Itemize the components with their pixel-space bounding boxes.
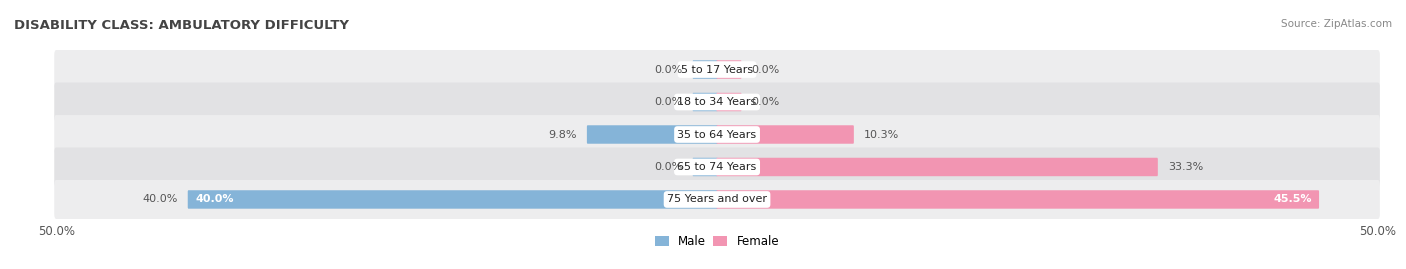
Text: 5 to 17 Years: 5 to 17 Years <box>681 65 754 75</box>
Text: 0.0%: 0.0% <box>654 65 683 75</box>
Text: 40.0%: 40.0% <box>142 194 177 204</box>
Text: 33.3%: 33.3% <box>1168 162 1204 172</box>
Legend: Male, Female: Male, Female <box>650 230 785 253</box>
FancyBboxPatch shape <box>717 190 1319 209</box>
FancyBboxPatch shape <box>717 60 741 79</box>
Text: 40.0%: 40.0% <box>195 194 233 204</box>
FancyBboxPatch shape <box>55 147 1379 186</box>
FancyBboxPatch shape <box>188 190 717 209</box>
Text: 0.0%: 0.0% <box>654 97 683 107</box>
Text: 0.0%: 0.0% <box>751 97 780 107</box>
Text: 65 to 74 Years: 65 to 74 Years <box>678 162 756 172</box>
Text: DISABILITY CLASS: AMBULATORY DIFFICULTY: DISABILITY CLASS: AMBULATORY DIFFICULTY <box>14 19 349 32</box>
FancyBboxPatch shape <box>717 93 741 111</box>
FancyBboxPatch shape <box>693 158 717 176</box>
Text: 0.0%: 0.0% <box>751 65 780 75</box>
FancyBboxPatch shape <box>55 83 1379 122</box>
FancyBboxPatch shape <box>717 125 853 144</box>
FancyBboxPatch shape <box>55 180 1379 219</box>
Text: 45.5%: 45.5% <box>1274 194 1312 204</box>
FancyBboxPatch shape <box>717 158 1157 176</box>
Text: 75 Years and over: 75 Years and over <box>666 194 768 204</box>
FancyBboxPatch shape <box>693 60 717 79</box>
Text: 0.0%: 0.0% <box>654 162 683 172</box>
Text: Source: ZipAtlas.com: Source: ZipAtlas.com <box>1281 19 1392 29</box>
FancyBboxPatch shape <box>586 125 717 144</box>
Text: 18 to 34 Years: 18 to 34 Years <box>678 97 756 107</box>
Text: 9.8%: 9.8% <box>548 129 576 140</box>
Text: 35 to 64 Years: 35 to 64 Years <box>678 129 756 140</box>
FancyBboxPatch shape <box>55 115 1379 154</box>
FancyBboxPatch shape <box>55 50 1379 89</box>
FancyBboxPatch shape <box>693 93 717 111</box>
Text: 10.3%: 10.3% <box>863 129 898 140</box>
